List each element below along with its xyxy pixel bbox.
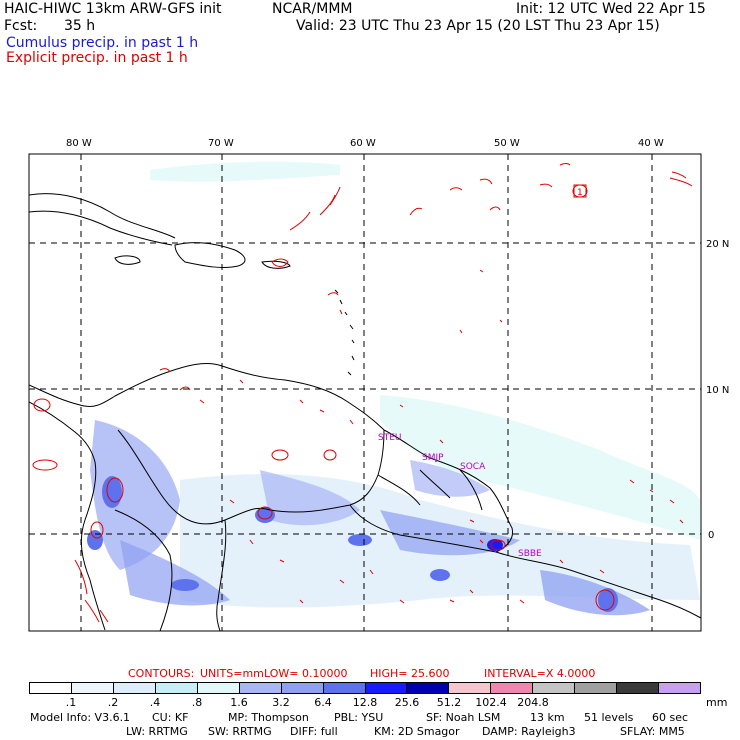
color-scale-tick-label: 1.6 xyxy=(230,696,248,709)
init-time: Init: 12 UTC Wed 22 Apr 15 xyxy=(516,1,706,17)
diffusion-option: DIFF: full xyxy=(290,725,338,738)
color-scale-tick-label: 51.2 xyxy=(436,696,462,709)
color-scale-swatch xyxy=(658,683,700,693)
explicit-precip-contours xyxy=(32,163,693,623)
color-scale-swatch xyxy=(280,683,323,693)
cumulus-precip-field xyxy=(87,161,700,616)
color-scale-tick-label: .4 xyxy=(149,696,161,709)
color-scale-swatch xyxy=(616,683,659,693)
lon-label: 40 W xyxy=(638,138,664,149)
lat-label: 20 N xyxy=(706,239,729,250)
station-label: STEU xyxy=(378,433,401,443)
color-scale-tick-label: .2 xyxy=(107,696,119,709)
color-scale-swatch xyxy=(574,683,617,693)
color-scale-labels: .1 .2 .4 .8 1.6 3.2 6.4 12.8 25.6 51.2 102.4 204.8 xyxy=(0,697,740,711)
map-frame xyxy=(28,153,702,632)
org-label: NCAR/MMM xyxy=(272,1,353,17)
contour-high: HIGH= 25.600 xyxy=(370,667,450,680)
cumulus-legend: Cumulus precip. in past 1 h xyxy=(6,35,199,51)
lat-label: 0 xyxy=(708,530,714,541)
pbl-scheme: PBL: YSU xyxy=(334,711,384,724)
color-scale-swatch xyxy=(238,683,281,693)
color-scale-swatch xyxy=(322,683,365,693)
lon-label: 60 W xyxy=(350,138,376,149)
forecast-hour: 35 h xyxy=(64,18,96,34)
lon-label: 50 W xyxy=(494,138,520,149)
valid-time: Valid: 23 UTC Thu 23 Apr 15 (20 LST Thu … xyxy=(296,18,660,34)
color-scale-tick-label: .1 xyxy=(65,696,77,709)
color-scale-tick-label: .8 xyxy=(191,696,203,709)
color-scale-swatch xyxy=(112,683,155,693)
coastlines xyxy=(29,193,701,631)
color-scale-tick-label: 6.4 xyxy=(314,696,332,709)
contour-units: UNITS=mm xyxy=(200,667,264,680)
explicit-legend: Explicit precip. in past 1 h xyxy=(6,50,188,66)
color-scale-swatch xyxy=(154,683,197,693)
color-scale-bar xyxy=(29,682,701,694)
lat-label: 10 N xyxy=(706,385,729,396)
color-scale-tick-label: 3.2 xyxy=(272,696,290,709)
lon-label: 70 W xyxy=(208,138,234,149)
time-step: 60 sec xyxy=(652,711,689,724)
color-scale-swatch xyxy=(448,683,491,693)
station-label: SBBE xyxy=(518,549,542,559)
color-scale-swatch xyxy=(532,683,575,693)
shortwave-scheme: SW: RRTMG xyxy=(208,725,272,738)
lon-label: 80 W xyxy=(66,138,92,149)
color-scale-tick-label: 102.4 xyxy=(475,696,507,709)
graticule xyxy=(29,154,701,631)
longwave-scheme: LW: RRTMG xyxy=(126,725,188,738)
color-scale-tick-label: 25.6 xyxy=(394,696,420,709)
color-scale-swatch xyxy=(196,683,239,693)
contour-low: LOW= 0.10000 xyxy=(264,667,348,680)
max-value-label: 1 xyxy=(577,188,583,198)
damping-option: DAMP: Rayleigh3 xyxy=(482,725,576,738)
max-value-box xyxy=(573,184,587,198)
color-scale-swatch xyxy=(30,683,71,693)
color-scale-swatch xyxy=(490,683,533,693)
surface-scheme: SF: Noah LSM xyxy=(426,711,501,724)
grid-spacing: 13 km xyxy=(530,711,565,724)
color-scale-swatch xyxy=(406,683,449,693)
km-option: KM: 2D Smagor xyxy=(374,725,460,738)
station-label: SMJP xyxy=(422,453,444,463)
model-title: HAIC-HIWC 13km ARW-GFS init xyxy=(4,1,222,17)
color-scale-swatch xyxy=(70,683,113,693)
color-scale-tick-label: 204.8 xyxy=(517,696,549,709)
microphysics-scheme: MP: Thompson xyxy=(228,711,309,724)
contour-interval: INTERVAL=X 4.0000 xyxy=(484,667,596,680)
station-label: SOCA xyxy=(460,462,486,472)
cumulus-scheme: CU: KF xyxy=(152,711,189,724)
color-scale-tick-label: 12.8 xyxy=(352,696,378,709)
contour-label: CONTOURS: xyxy=(128,667,195,680)
forecast-label: Fcst: xyxy=(4,18,38,34)
color-scale-swatch xyxy=(364,683,407,693)
model-version: Model Info: V3.6.1 xyxy=(30,711,131,724)
vertical-levels: 51 levels xyxy=(584,711,634,724)
surface-layer-option: SFLAY: MM5 xyxy=(620,725,685,738)
color-scale-unit: mm xyxy=(706,696,728,709)
